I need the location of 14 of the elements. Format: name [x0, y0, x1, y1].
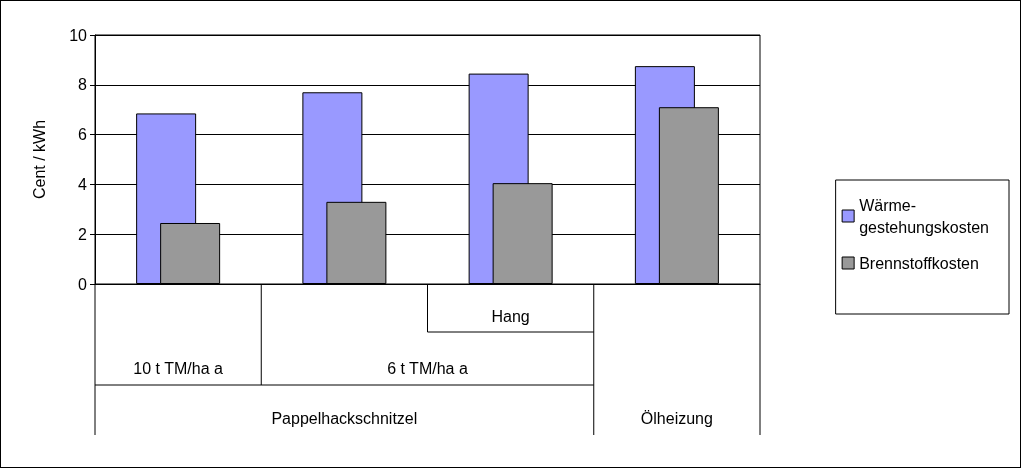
text: 10 t TM/ha a	[133, 360, 223, 377]
text: Pappelhackschnitzel	[271, 410, 418, 427]
y-tick-label: 10	[69, 26, 88, 44]
text: 6 t TM/ha a	[387, 360, 468, 377]
y-tick-label: 2	[78, 225, 88, 243]
y-tick-label: 4	[78, 175, 88, 193]
text: Ölheizung	[640, 410, 713, 427]
legend-label: Brennstoffkosten	[859, 254, 979, 272]
y-axis-title: Cent / kWh	[30, 119, 48, 200]
y-tick-label: 0	[78, 275, 88, 293]
y-tick-label: 6	[78, 126, 88, 144]
x-tick-label: Hang	[491, 308, 530, 325]
y-tick-label: 8	[78, 76, 88, 94]
legend-label: Wärme-gestehungskosten	[859, 196, 989, 236]
